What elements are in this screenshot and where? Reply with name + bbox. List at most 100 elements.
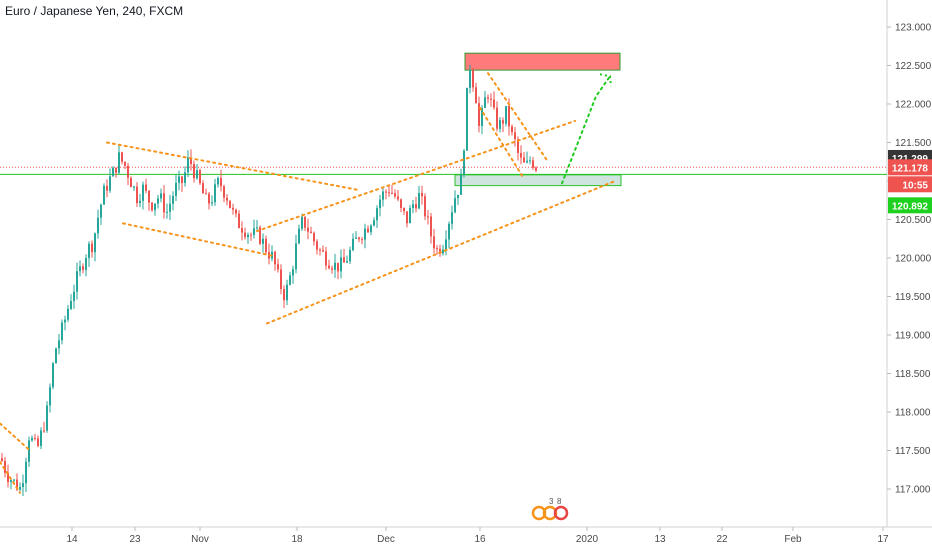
y-tick-label: 121.500	[895, 138, 932, 149]
candle-body	[85, 258, 87, 270]
candle-body	[64, 319, 66, 323]
candle-body	[73, 291, 75, 301]
candle-body	[352, 238, 354, 251]
candle-body	[301, 216, 303, 229]
candle-body	[322, 250, 324, 252]
candle-body	[205, 193, 207, 195]
trendline	[0, 461, 21, 494]
candle-body	[502, 120, 504, 124]
candle-body	[370, 225, 372, 233]
candle-body	[445, 239, 447, 250]
candle-body	[217, 177, 219, 185]
candle-body	[316, 241, 318, 250]
candle-body	[298, 228, 300, 244]
candle-body	[250, 234, 252, 236]
candle-body	[13, 479, 15, 481]
candle-body	[55, 348, 57, 364]
candle-body	[280, 269, 282, 290]
candle-body	[397, 196, 399, 200]
candle-body	[247, 234, 249, 238]
svg-text:8: 8	[557, 497, 562, 506]
candle-body	[319, 249, 321, 251]
candle-body	[469, 70, 471, 88]
candle-body	[58, 340, 60, 349]
candle-body	[496, 107, 498, 129]
trendline	[266, 180, 616, 325]
candle-body	[523, 157, 525, 163]
candle-body	[331, 268, 333, 270]
candle-body	[265, 238, 267, 253]
candle-body	[526, 160, 528, 163]
trendlines	[0, 72, 616, 494]
candle-body	[16, 479, 18, 490]
candle-body	[439, 248, 441, 254]
y-tick-label: 119.000	[895, 331, 931, 342]
candle-body	[4, 460, 6, 473]
candle-body	[226, 197, 228, 201]
candle-body	[175, 182, 177, 196]
candle-body	[97, 217, 99, 234]
candle-body	[178, 176, 180, 183]
candle-body	[115, 167, 117, 173]
candle-body	[388, 192, 390, 194]
x-tick-label: Nov	[191, 534, 209, 545]
candle-body	[202, 183, 204, 194]
candle-body	[61, 322, 63, 341]
x-tick-label: 23	[129, 534, 141, 545]
candle-body	[400, 199, 402, 208]
candle-body	[190, 157, 192, 164]
candle-body	[433, 236, 435, 249]
candle-body	[1, 458, 3, 461]
candle-body	[166, 211, 168, 213]
candle-body	[40, 430, 42, 446]
candle-body	[514, 132, 516, 140]
candle-body	[88, 243, 90, 259]
countdown-tag-bg	[888, 176, 932, 193]
candle-body	[292, 269, 294, 276]
candle-body	[508, 106, 510, 127]
candle-body	[475, 87, 477, 104]
x-tick-label: 16	[474, 534, 486, 545]
candle-body	[106, 185, 108, 191]
candle-body	[364, 228, 366, 240]
candle-body	[148, 190, 150, 203]
candle-body	[424, 196, 426, 217]
candle-body	[124, 161, 126, 166]
y-tick-label: 122.500	[895, 61, 932, 72]
current-price-tag-bg	[888, 159, 932, 176]
candle-body	[223, 186, 225, 198]
resistance-zone	[464, 52, 621, 71]
candle-body	[277, 264, 279, 270]
candle-body	[94, 233, 96, 253]
time-axis: 14 23 Nov 18 Dec 16 2020 13 22 Feb 17	[66, 527, 889, 545]
trendline	[0, 422, 31, 452]
candle-body	[490, 98, 492, 100]
zones	[454, 52, 622, 187]
grid	[0, 0, 932, 528]
candle-body	[46, 405, 48, 431]
candle-body	[337, 262, 339, 272]
forecast-path	[561, 75, 611, 185]
candle-body	[253, 228, 255, 236]
trendline	[122, 222, 273, 257]
candle-body	[517, 139, 519, 154]
candle-body	[310, 231, 312, 233]
candle-body	[466, 87, 468, 151]
candle-body	[328, 265, 330, 269]
candle-body	[43, 430, 45, 432]
candle-body	[70, 300, 72, 309]
line-price-tag: 120.892	[892, 201, 929, 212]
candle-body	[385, 191, 387, 193]
candle-body	[154, 203, 156, 211]
candle-body	[532, 160, 534, 168]
y-tick-label: 123.000	[895, 23, 932, 34]
support-zone	[454, 174, 622, 187]
candle-body	[283, 289, 285, 301]
svg-text:3: 3	[549, 497, 554, 506]
candle-body	[145, 184, 147, 191]
candle-body	[127, 165, 129, 178]
x-tick-label: 22	[716, 534, 728, 545]
candle-body	[463, 150, 465, 175]
